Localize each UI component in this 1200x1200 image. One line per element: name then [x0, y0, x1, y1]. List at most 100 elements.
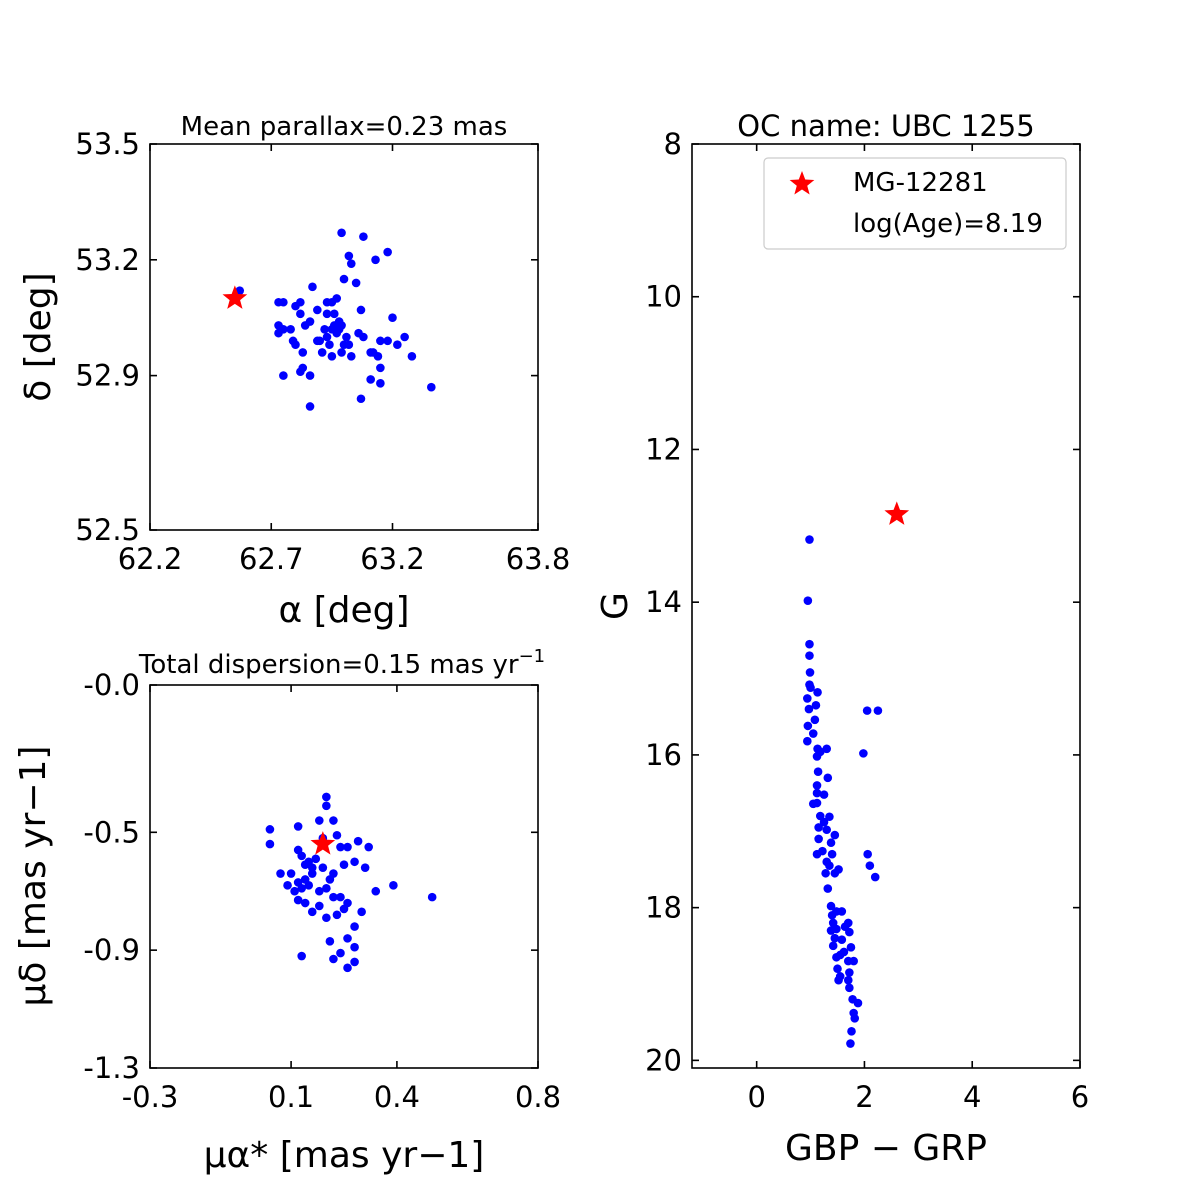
- cmd-data-point: [803, 694, 812, 703]
- cmd-data-point: [813, 687, 822, 697]
- pm-data-point: [325, 875, 335, 884]
- radec-data-point: [383, 247, 392, 257]
- radec-data-point: [356, 394, 366, 404]
- cmd-data-point: [812, 788, 822, 798]
- radec-data-point: [337, 228, 346, 238]
- radec-data-point: [334, 324, 344, 334]
- cmd-title: OC name: UBC 1255: [737, 109, 1034, 143]
- pm-data-point: [332, 830, 342, 840]
- cmd-data-point: [803, 721, 813, 731]
- cmd-data-point: [873, 706, 883, 715]
- radec-xlabel: α [deg]: [278, 590, 409, 631]
- cmd-data-point: [819, 790, 829, 799]
- radec-xtick-label: 62.2: [118, 542, 183, 576]
- pm-data-point: [293, 895, 303, 905]
- cmd-ylabel: G: [595, 592, 636, 620]
- cmd-data-point: [853, 998, 863, 1008]
- cmd-xtick-label: 2: [855, 1080, 873, 1114]
- pm-title: Total dispersion=0.15 mas yr−1: [138, 646, 545, 680]
- radec-data-point: [400, 332, 409, 342]
- pm-data-point: [325, 937, 335, 946]
- pm-data-point: [293, 822, 303, 831]
- cmd-data-point: [845, 983, 854, 993]
- cmd-data-point: [863, 849, 872, 859]
- pm-data-point: [336, 842, 345, 852]
- cmd-legend: MG-12281 log(Age)=8.19: [763, 157, 1067, 250]
- cmd-data-point: [808, 729, 818, 738]
- radec-data-point: [320, 324, 329, 334]
- radec-data-point: [344, 340, 354, 350]
- pm-data-point: [265, 825, 275, 834]
- pm-data-point: [343, 934, 352, 943]
- radec-frame: [149, 143, 539, 531]
- pm-data-point: [427, 892, 437, 902]
- cmd-data-point: [815, 811, 825, 821]
- pm-data-point: [290, 886, 299, 896]
- cmd-data-point: [804, 704, 814, 714]
- cmd-data-point: [859, 749, 868, 758]
- radec-ytick-label: 52.9: [75, 359, 140, 393]
- pm-data-point: [329, 954, 338, 964]
- cmd-data-point: [812, 798, 822, 808]
- radec-data-point: [298, 348, 308, 357]
- cmd-data-point: [814, 834, 823, 844]
- pm-data-point: [311, 854, 321, 864]
- cmd-data-point: [806, 683, 815, 693]
- cmd-ytick-label: 20: [645, 1043, 682, 1077]
- pm-data-point: [286, 869, 296, 878]
- cmd-data-point: [818, 846, 827, 856]
- radec-data-point: [274, 321, 283, 330]
- radec-star-point: [222, 285, 248, 309]
- pm-data-point: [322, 883, 331, 893]
- pm-title-sup: −1: [519, 646, 546, 667]
- pm-star-point: [310, 831, 336, 855]
- pm-ylabel: μδ [mas yr−1]: [13, 746, 54, 1007]
- pm-data-point: [265, 839, 275, 849]
- pm-data-point: [350, 942, 359, 952]
- cmd-ytick-label: 14: [645, 585, 682, 619]
- pm-data-point: [339, 860, 349, 870]
- cmd-data-point: [843, 918, 853, 928]
- radec-data-point: [274, 328, 283, 338]
- cmd-data-point: [812, 752, 822, 761]
- radec-ytick-label: 52.5: [75, 513, 140, 547]
- cmd-data-point: [846, 943, 856, 952]
- cmd-data-point: [834, 975, 843, 985]
- radec-data-point: [376, 336, 385, 346]
- cmd-data-point: [805, 668, 815, 677]
- radec-data-point: [330, 309, 339, 319]
- pm-points: [265, 792, 437, 973]
- radec-data-point: [305, 402, 315, 411]
- pm-data-point: [329, 816, 338, 825]
- radec-data-point: [296, 367, 305, 377]
- cmd-data-point: [828, 941, 838, 951]
- pm-data-point: [364, 842, 373, 852]
- cmd-data-point: [833, 964, 842, 974]
- pm-data-point: [329, 892, 338, 902]
- cmd-ytick-label: 18: [645, 891, 682, 925]
- radec-xtick-label: 62.7: [239, 542, 304, 576]
- radec-title: Mean parallax=0.23 mas: [181, 112, 508, 142]
- radec-data-point: [356, 305, 366, 315]
- cmd-data-point: [850, 1014, 860, 1023]
- radec-data-point: [359, 232, 368, 241]
- cmd-data-point: [839, 947, 849, 957]
- cmd-data-point: [870, 872, 880, 882]
- radec-data-point: [308, 282, 317, 292]
- radec-data-point: [296, 309, 305, 319]
- cmd-data-point: [826, 838, 836, 848]
- pm-data-point: [315, 901, 324, 911]
- radec-ytick-label: 53.2: [75, 243, 140, 277]
- radec-data-point: [305, 371, 315, 380]
- radec-data-point: [322, 332, 332, 342]
- radec-data-point: [351, 278, 361, 288]
- pm-ytick-label: -0.0: [83, 668, 140, 702]
- radec-data-point: [376, 379, 385, 388]
- pm-data-point: [332, 910, 342, 920]
- legend-entry-age: log(Age)=8.19: [853, 209, 1043, 239]
- cmd-data-point: [832, 924, 841, 934]
- radec-data-point: [383, 336, 392, 346]
- pm-data-point: [322, 913, 331, 923]
- cmd-ytick-label: 16: [645, 738, 682, 772]
- cmd-data-point: [803, 736, 812, 746]
